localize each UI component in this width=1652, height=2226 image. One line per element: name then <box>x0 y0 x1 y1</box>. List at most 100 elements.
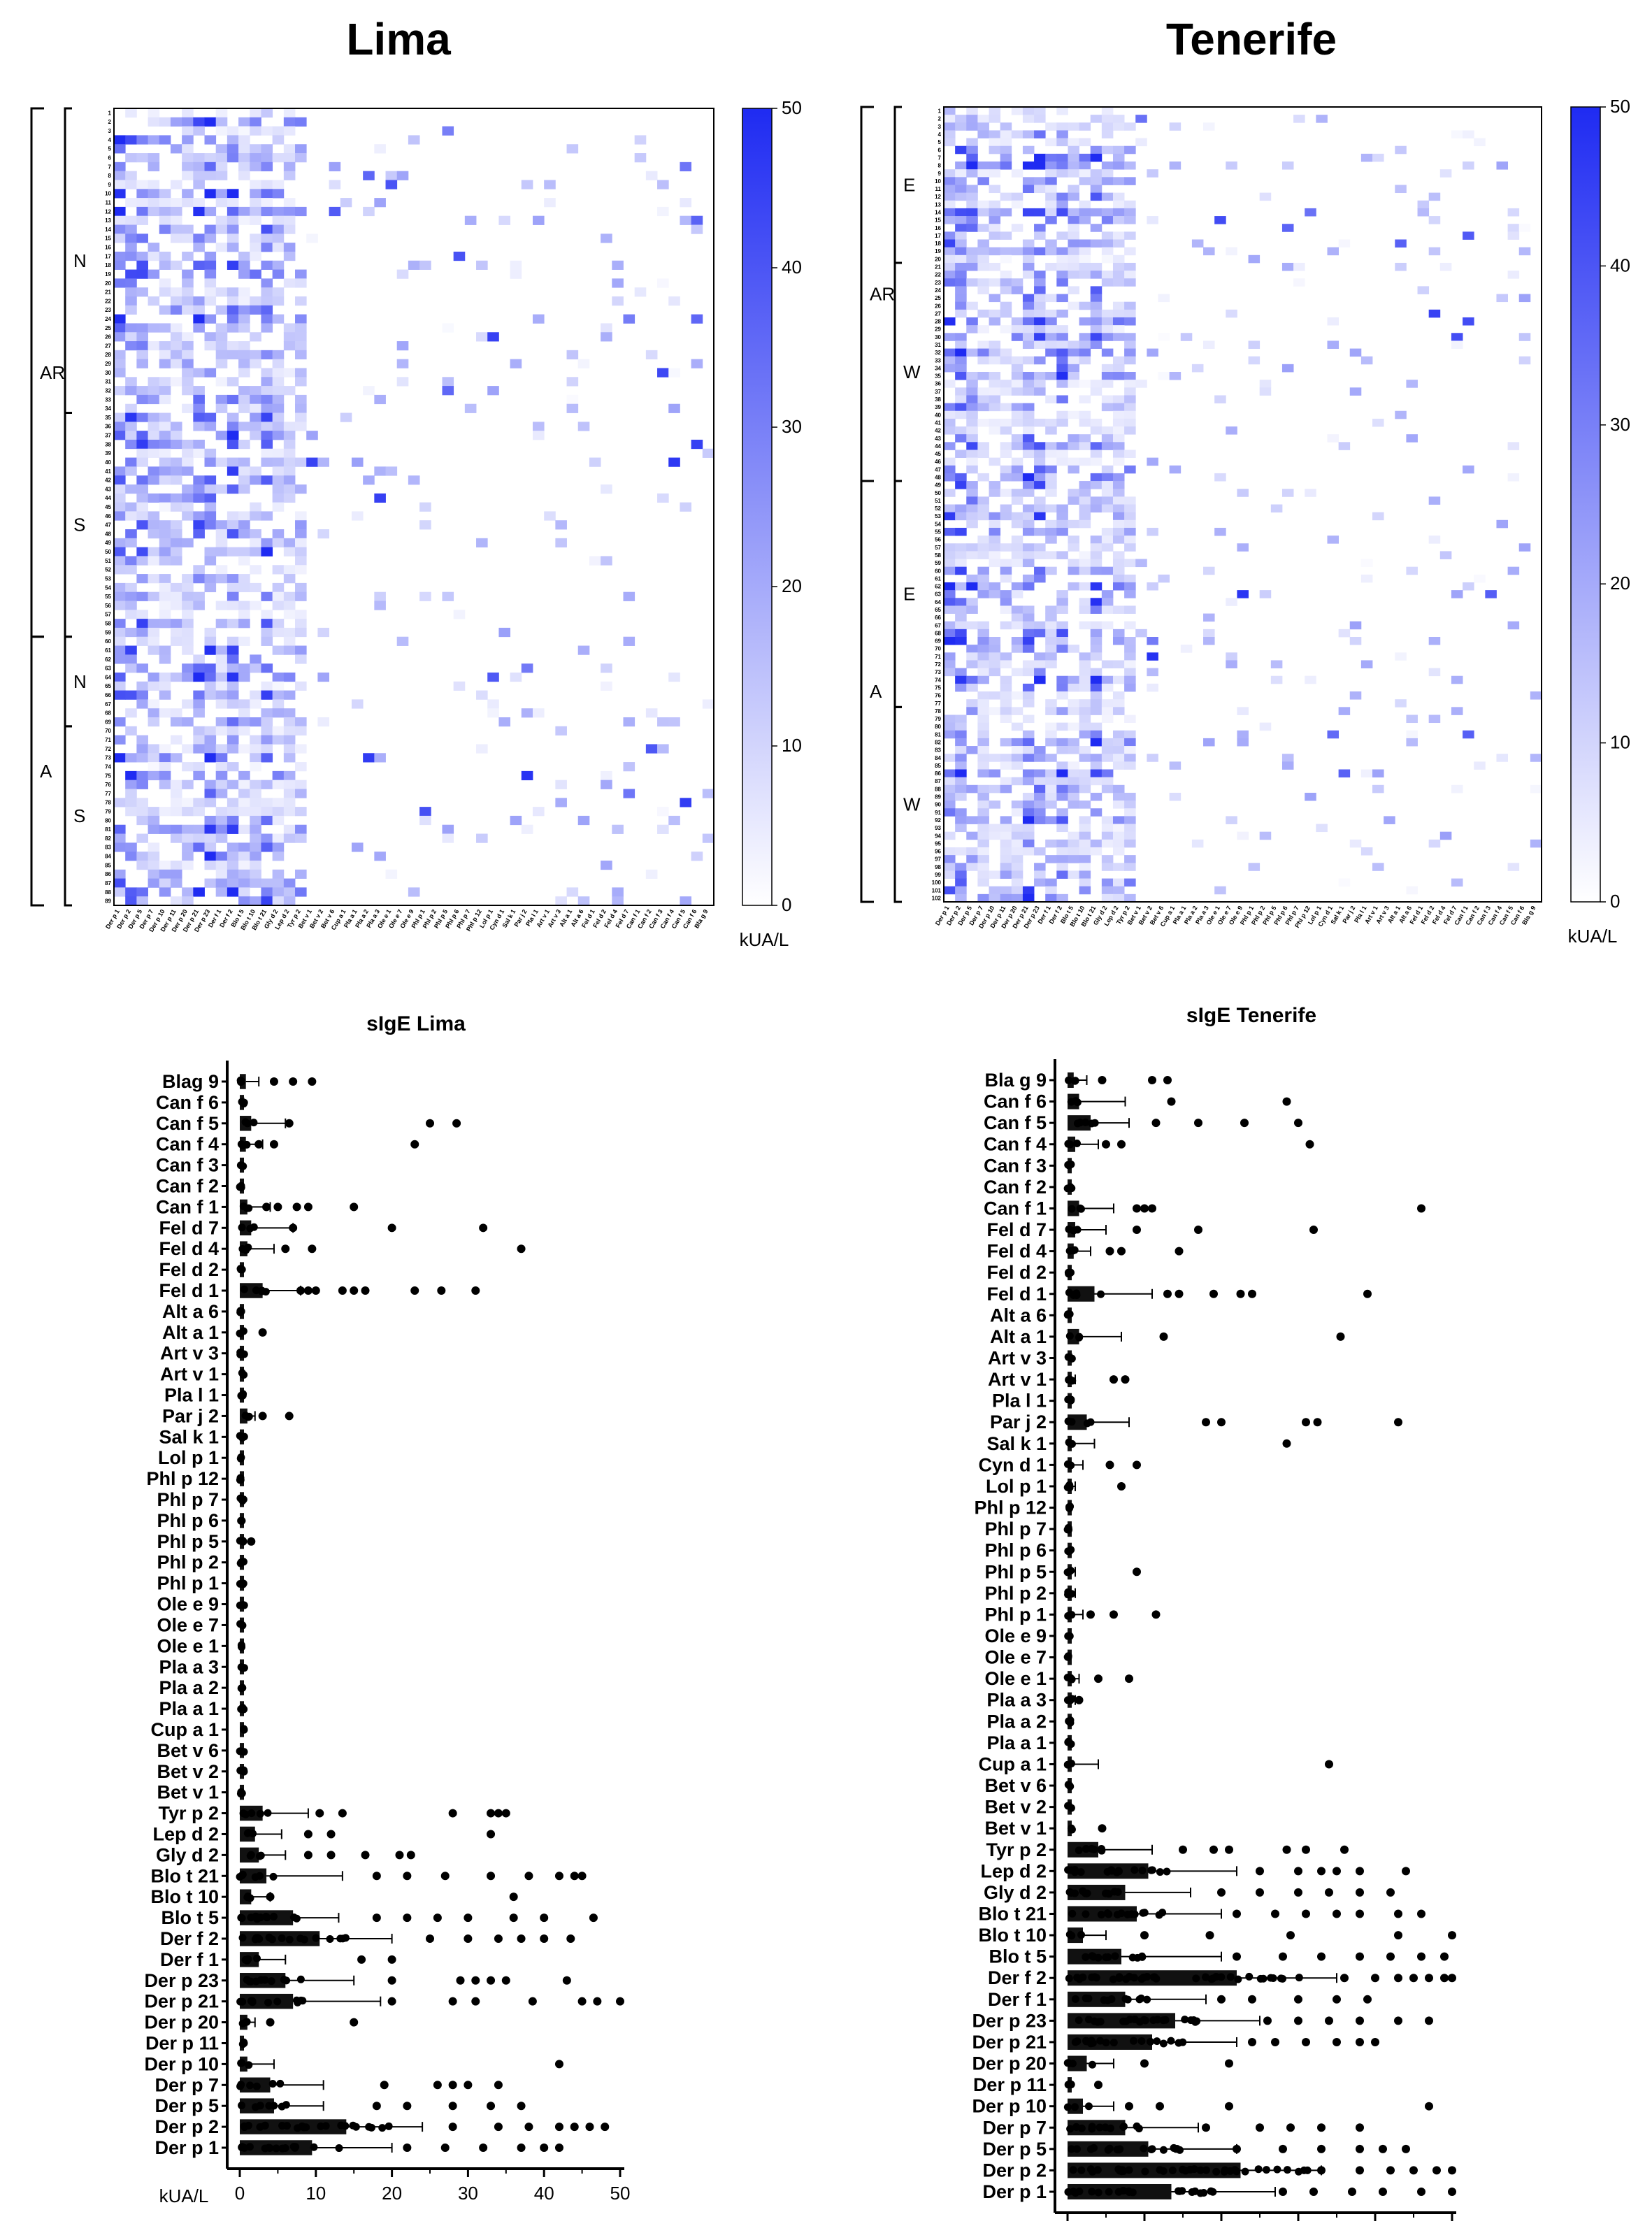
heatmap-cell <box>283 117 296 127</box>
heatmap-row-label: 40 <box>935 412 941 418</box>
data-point <box>1202 2166 1210 2174</box>
heatmap-cell <box>261 180 273 189</box>
heatmap-cell <box>1101 886 1114 895</box>
heatmap-cell <box>272 493 285 503</box>
heatmap-cell <box>125 887 137 897</box>
heatmap-row-label: 66 <box>935 615 941 621</box>
heatmap-cell <box>114 144 126 154</box>
heatmap-row-label: 78 <box>105 800 111 806</box>
heatmap-row-label: 24 <box>935 287 941 294</box>
heatmap-cell <box>193 798 205 807</box>
heatmap-cell <box>1124 746 1136 754</box>
heatmap-cell <box>1022 254 1035 264</box>
outlier-point <box>517 1934 526 1943</box>
heatmap-cell <box>193 422 205 431</box>
heatmap-cell <box>966 442 978 450</box>
heatmap-cell <box>1000 699 1012 708</box>
outlier-point <box>1117 1481 1126 1491</box>
heatmap-cell <box>1226 247 1237 256</box>
heatmap-cell <box>204 457 217 467</box>
heatmap-cell <box>1135 115 1147 123</box>
heatmap-cell <box>215 117 228 127</box>
heatmap-cell <box>215 171 228 180</box>
heatmap-cell <box>182 466 194 476</box>
heatmap-cell <box>272 565 285 575</box>
heatmap-cell <box>1011 457 1023 466</box>
data-point <box>242 1246 250 1254</box>
heatmap-cell <box>204 520 217 530</box>
outlier-point <box>433 1913 442 1923</box>
heatmap-cell <box>1045 317 1057 326</box>
heatmap-row-label: 56 <box>105 603 111 609</box>
heatmap-cell <box>1079 504 1091 513</box>
heatmap-cell <box>1000 761 1012 770</box>
heatmap-cell <box>182 117 194 127</box>
heatmap-cell <box>227 234 239 243</box>
heatmap-cell <box>977 863 989 871</box>
heatmap-cell <box>1079 668 1091 677</box>
heatmap-cell <box>1045 169 1057 178</box>
heatmap-cell <box>1000 566 1012 575</box>
heatmap-cell <box>148 448 160 458</box>
heatmap-cell <box>159 135 171 145</box>
heatmap-cell <box>1169 161 1181 170</box>
data-point <box>1207 2187 1215 2195</box>
heatmap-cell <box>159 350 171 360</box>
heatmap-cell <box>1045 784 1057 794</box>
heatmap-cell <box>944 582 956 591</box>
category-label: Der f 1 <box>988 1989 1047 2010</box>
heatmap-cell <box>125 601 137 610</box>
heatmap-cell <box>1496 161 1509 170</box>
heatmap-cell <box>944 629 956 638</box>
heatmap-cell <box>989 395 1001 403</box>
heatmap-cell <box>238 582 250 593</box>
category-label: Phl p 2 <box>157 1552 219 1573</box>
heatmap-cell <box>1124 380 1136 388</box>
heatmap-cell <box>261 475 273 485</box>
heatmap-cell <box>159 466 171 476</box>
heatmap-cell <box>114 547 126 556</box>
heatmap-cell <box>283 439 296 450</box>
colorbar-tick-label: 0 <box>782 894 791 915</box>
heatmap-cell <box>1079 660 1091 668</box>
heatmap-cell <box>1079 356 1091 365</box>
heatmap-cell <box>955 426 967 435</box>
heatmap-cell <box>159 601 171 610</box>
heatmap-cell <box>238 287 250 297</box>
heatmap-cell <box>1022 450 1035 459</box>
heatmap-cell <box>989 340 1001 349</box>
outlier-point <box>1379 2188 1387 2196</box>
heatmap-cell <box>1045 551 1057 559</box>
heatmap-cell <box>955 294 967 303</box>
heatmap-cell <box>182 842 194 852</box>
heatmap-cell <box>182 807 194 817</box>
heatmap-cell <box>1101 683 1114 692</box>
heatmap-cell <box>668 815 680 826</box>
heatmap-cell <box>408 135 420 145</box>
heatmap-cell <box>182 341 194 351</box>
heatmap-cell <box>204 484 217 494</box>
heatmap-cell <box>136 610 148 619</box>
heatmap-cell <box>1090 668 1102 677</box>
data-point <box>1084 2016 1093 2024</box>
heatmap-cell <box>1305 792 1316 801</box>
heatmap-cell <box>1124 161 1136 170</box>
category-label: Cup a 1 <box>978 1753 1047 1774</box>
heatmap-cell <box>295 511 307 521</box>
heatmap-cell <box>1011 278 1023 287</box>
x-axis-unit-label: kUA/L <box>159 2185 209 2206</box>
category-label: Par j 2 <box>162 1405 219 1426</box>
heatmap-cell <box>1022 107 1035 115</box>
category-label: Fel d 4 <box>159 1238 219 1259</box>
heatmap-cell <box>182 234 194 243</box>
data-point <box>256 1809 264 1818</box>
heatmap-cell <box>1022 519 1035 529</box>
heatmap-cell <box>283 448 296 458</box>
heatmap-cell <box>1056 138 1068 147</box>
heatmap-cell <box>521 180 533 189</box>
heatmap-cell <box>1056 598 1068 606</box>
outlier-point <box>258 1328 267 1337</box>
heatmap-cell <box>295 547 307 556</box>
heatmap-row-label: 71 <box>105 737 111 743</box>
heatmap-cell <box>1101 527 1114 536</box>
